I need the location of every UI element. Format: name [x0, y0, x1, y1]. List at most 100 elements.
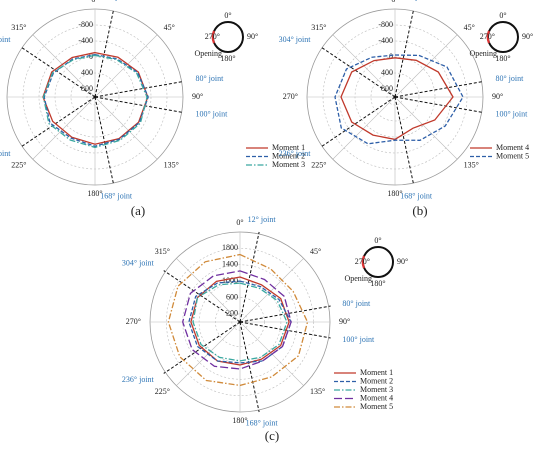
angle-label: 135°: [464, 160, 479, 169]
spoke: [32, 34, 96, 98]
legend-label: Moment 4: [496, 143, 529, 152]
spoke: [94, 96, 158, 160]
angle-label: 90°: [339, 317, 350, 326]
series-line: [182, 270, 292, 370]
joint-label: 304° joint: [122, 259, 155, 268]
series-line: [190, 276, 290, 366]
inset-label: 90°: [397, 257, 408, 266]
r-tick-label: 600: [226, 292, 238, 301]
center-dot: [93, 95, 97, 99]
spoke: [176, 258, 241, 323]
inset-label: 270°: [480, 32, 495, 41]
angle-label: 45°: [164, 23, 175, 32]
inset-note: Opening: [194, 49, 222, 58]
series-line: [42, 54, 148, 149]
joint-label: 168° joint: [100, 192, 133, 201]
joint-line: [94, 96, 184, 114]
joint-line: [239, 305, 331, 323]
r-tick-label: 1400: [222, 260, 238, 269]
joint-line: [239, 231, 260, 323]
angle-label: 135°: [164, 160, 179, 169]
joint-line: [163, 270, 241, 323]
r-tick-label: 200: [226, 309, 238, 318]
inset-note: Opening: [469, 49, 497, 58]
panel-label: (a): [131, 203, 145, 218]
series-line: [340, 57, 454, 141]
r-tick-label: 1000: [222, 276, 238, 285]
joint-line: [394, 80, 484, 98]
joint-line: [94, 80, 184, 98]
joint-label: 236° joint: [279, 149, 312, 158]
angle-label: 45°: [464, 23, 475, 32]
legend-label: Moment 1: [272, 143, 305, 152]
inset-label: 270°: [355, 257, 370, 266]
legend-label: Moment 3: [272, 160, 305, 169]
inset-label: 0°: [224, 11, 231, 20]
r-tick-label: 800: [381, 84, 393, 93]
joint-label: 100° joint: [495, 110, 528, 119]
angle-label: 315°: [311, 23, 326, 32]
center-dot: [238, 320, 242, 324]
joint-label: 12° joint: [248, 215, 277, 224]
angle-label: 315°: [155, 247, 170, 256]
r-tick-label: 1800: [222, 243, 238, 252]
legend-label: Moment 3: [360, 385, 393, 394]
joint-line: [394, 8, 415, 98]
joint-line: [394, 96, 415, 186]
joint-label: 100° joint: [342, 335, 375, 344]
joint-line: [394, 96, 484, 114]
joint-label: 80° joint: [495, 74, 524, 83]
joint-label: 100° joint: [195, 110, 228, 119]
joint-label: 12° joint: [402, 0, 431, 1]
spoke: [332, 96, 396, 160]
inset-label: 90°: [247, 32, 258, 41]
joint-label: 236° joint: [122, 375, 155, 384]
center-dot: [393, 95, 397, 99]
inset-label: 90°: [522, 32, 533, 41]
series-line: [188, 280, 292, 364]
r-tick-label: 800: [81, 84, 93, 93]
panel-label: (c): [265, 428, 279, 443]
r-tick-label: 400: [381, 68, 393, 77]
angle-label: 135°: [310, 387, 325, 396]
chart-panel: -800 -400 0 400 800 0° 45° 90° 135° 180° 225° 270° 3…: [279, 0, 534, 218]
r-tick-label: -400: [378, 36, 393, 45]
angle-label: 225°: [155, 387, 170, 396]
inset-label: 180°: [220, 54, 235, 63]
joint-label: 168° joint: [246, 419, 279, 428]
joint-line: [20, 96, 96, 148]
inset-label: 0°: [374, 236, 381, 245]
angle-label: 0°: [236, 218, 243, 227]
spoke: [394, 96, 458, 160]
r-tick-label: 400: [81, 68, 93, 77]
joint-label: 304° joint: [279, 35, 312, 44]
joint-label: 12° joint: [102, 0, 131, 1]
legend-label: Moment 1: [360, 368, 393, 377]
joint-label: 304° joint: [0, 35, 11, 44]
joint-line: [20, 46, 96, 98]
inset-label: 180°: [495, 54, 510, 63]
chart-panel: 200 600 1000 1400 1800 0° 45° 90° 135° 180° 225° 27…: [122, 215, 408, 443]
series-line: [43, 53, 149, 147]
angle-label: 225°: [311, 160, 326, 169]
joint-line: [320, 46, 396, 98]
angle-label: 0°: [391, 0, 398, 4]
angle-label: 180°: [232, 416, 247, 425]
joint-label: 236° joint: [0, 149, 11, 158]
inset-opening: [211, 30, 216, 44]
series-line: [42, 51, 149, 145]
series-line: [167, 253, 309, 387]
angle-label: 0°: [91, 0, 98, 4]
legend-label: Moment 4: [360, 393, 393, 402]
inset-label: 180°: [370, 279, 385, 288]
joint-label: 80° joint: [195, 74, 224, 83]
r-tick-label: -800: [78, 20, 93, 29]
angle-label: 90°: [192, 92, 203, 101]
r-tick-label: 0: [389, 52, 393, 61]
angle-label: 315°: [11, 23, 26, 32]
joint-label: 80° joint: [342, 299, 371, 308]
inset-label: 270°: [205, 32, 220, 41]
angle-label: 180°: [387, 189, 402, 198]
legend-label: Moment 2: [360, 376, 393, 385]
